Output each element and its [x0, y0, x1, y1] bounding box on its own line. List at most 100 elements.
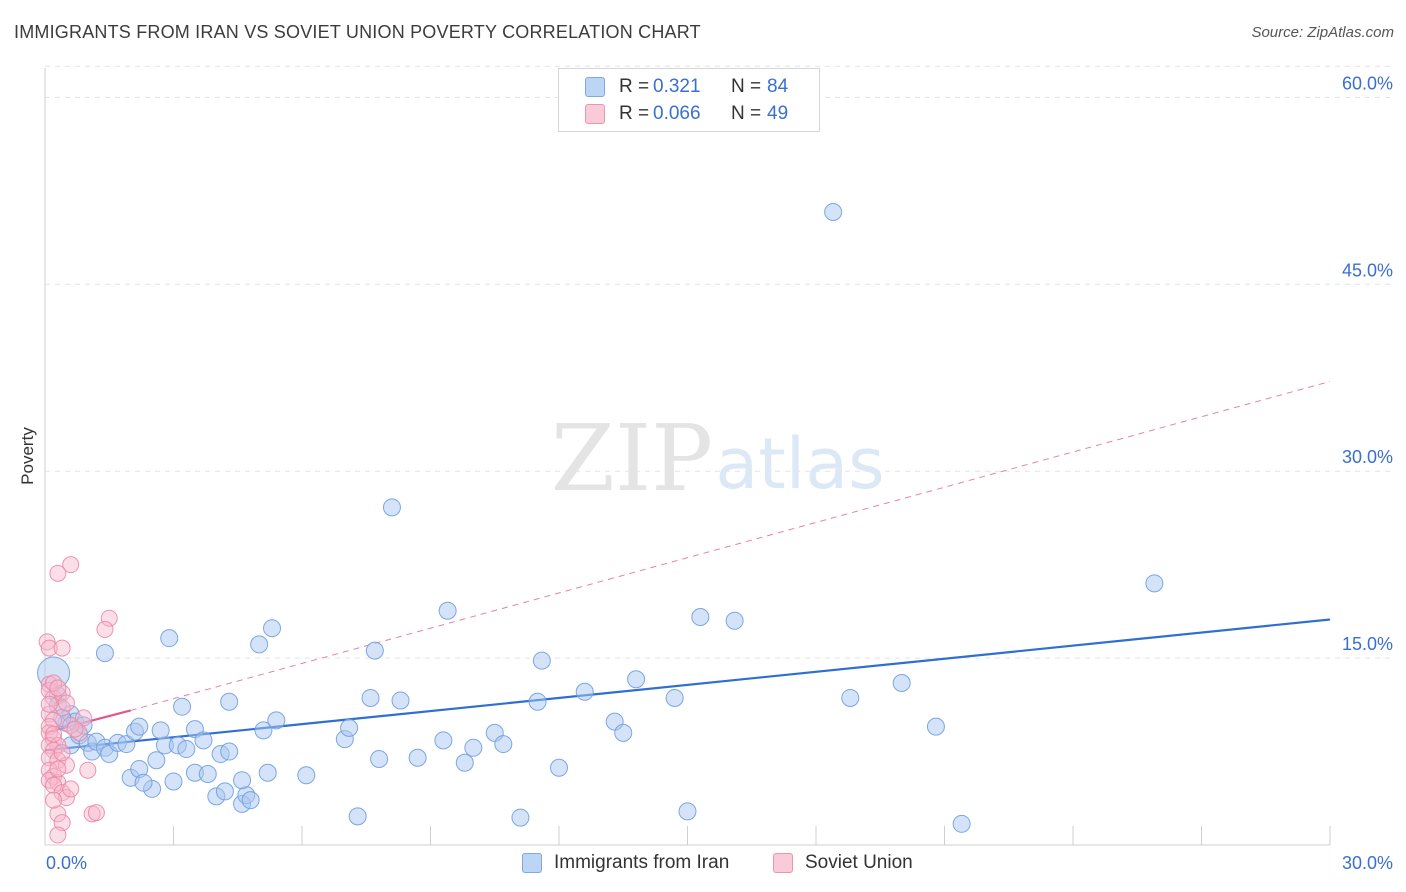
iran-point	[220, 742, 239, 761]
soviet-point	[49, 826, 67, 844]
legend-swatch-pink	[585, 104, 605, 124]
legend-n-label: N =	[731, 103, 762, 124]
soviet-point	[49, 679, 67, 697]
soviet-point	[45, 791, 63, 809]
legend-swatch-blue	[585, 77, 605, 97]
y-tick-label: 45.0%	[1342, 260, 1393, 280]
iran-point	[254, 721, 273, 740]
iran-point	[365, 641, 384, 660]
iran-point	[678, 802, 697, 821]
iran-point	[340, 718, 359, 737]
iran-point	[250, 635, 269, 654]
iran-point	[95, 644, 114, 663]
soviet-point	[45, 776, 63, 794]
iran-point	[220, 692, 239, 711]
y-tick-label: 30.0%	[1342, 447, 1393, 467]
soviet-point	[57, 789, 75, 807]
x-tick-label-min: 0.0%	[46, 853, 87, 873]
soviet-point	[38, 633, 56, 651]
soviet-point	[75, 709, 93, 727]
iran-point	[151, 721, 170, 740]
iran-point	[408, 748, 427, 767]
iran-point	[134, 773, 153, 792]
tick-labels: 15.0% 30.0% 45.0% 60.0% 0.0% 30.0%	[46, 73, 1393, 873]
iran-point	[665, 688, 684, 707]
iran-point	[550, 758, 568, 777]
iran-point	[627, 670, 646, 689]
bottom-legend-label-iran: Immigrants from Iran	[554, 852, 730, 873]
iran-point	[194, 731, 213, 750]
iran-point	[233, 771, 252, 790]
iran-point	[494, 735, 513, 754]
iran-point	[241, 791, 260, 810]
soviet-point	[49, 805, 67, 823]
soviet-point	[66, 720, 84, 738]
iran-point	[361, 688, 380, 707]
chart-title: IMMIGRANTS FROM IRAN VS SOVIET UNION POV…	[14, 22, 701, 42]
iran-point	[464, 738, 483, 757]
iran-point	[511, 808, 530, 827]
soviet-point	[87, 804, 105, 822]
iran-point	[952, 814, 971, 833]
watermark: ZIP atlas	[551, 405, 885, 512]
iran-point	[841, 688, 860, 707]
soviet-point	[62, 780, 80, 798]
iran-point	[160, 629, 179, 648]
iran-point	[117, 735, 136, 754]
iran-point	[130, 717, 149, 736]
legend-r-value: 0.066	[653, 103, 701, 124]
bottom-legend-soviet: Soviet Union	[773, 852, 913, 874]
legend-row-soviet: R = 0.066 N = 49	[585, 102, 788, 126]
soviet-point	[49, 564, 67, 582]
soviet-point	[40, 695, 58, 713]
soviet-point	[79, 761, 97, 779]
bottom-legend-swatch-blue	[522, 853, 542, 873]
iran-point	[725, 611, 744, 630]
y-axis-label: Poverty	[18, 427, 37, 485]
iran-point	[147, 751, 166, 770]
iran-point	[926, 717, 945, 736]
gridlines	[45, 65, 1395, 659]
soviet-point	[100, 609, 118, 627]
iran-point	[824, 203, 843, 222]
stats-legend: R = 0.321 N = 84 R = 0.066 N = 49	[558, 68, 820, 132]
iran-point	[370, 750, 389, 769]
iran-point	[215, 782, 234, 801]
iran-point	[1145, 574, 1164, 593]
soviet-point	[53, 744, 71, 762]
y-tick-label: 60.0%	[1342, 73, 1393, 93]
iran-point	[434, 731, 453, 750]
axes	[44, 68, 1331, 846]
source-label: Source: ZipAtlas.com	[1251, 24, 1394, 41]
soviet-point	[53, 639, 71, 657]
soviet-point	[62, 556, 80, 574]
bottom-legend-iran: Immigrants from Iran	[522, 852, 729, 874]
iran-point	[532, 651, 551, 670]
iran-trendline	[44, 618, 1331, 752]
soviet-point	[96, 620, 114, 638]
iran-point	[74, 716, 93, 735]
iran-point	[198, 764, 217, 783]
iran-point	[297, 766, 316, 785]
y-tick-label: 15.0%	[1342, 634, 1393, 654]
iran-point	[455, 753, 474, 772]
iran-point	[438, 601, 457, 620]
soviet-point	[49, 760, 67, 778]
legend-r-value: 0.321	[653, 76, 701, 97]
iran-point	[382, 498, 401, 517]
iran-point	[614, 723, 633, 742]
iran-point	[691, 607, 710, 626]
watermark-zip: ZIP	[551, 405, 713, 512]
iran-point	[177, 740, 196, 759]
data-points	[37, 203, 1164, 844]
iran-point	[391, 691, 410, 710]
x-tick-label-max: 30.0%	[1342, 853, 1393, 873]
bottom-legend-label-soviet: Soviet Union	[805, 852, 913, 873]
iran-point	[164, 772, 183, 791]
iran-point	[258, 763, 277, 782]
iran-point	[263, 619, 282, 638]
bottom-legend-swatch-pink	[773, 853, 793, 873]
legend-n-value: 49	[767, 103, 789, 124]
soviet-point	[45, 725, 63, 743]
